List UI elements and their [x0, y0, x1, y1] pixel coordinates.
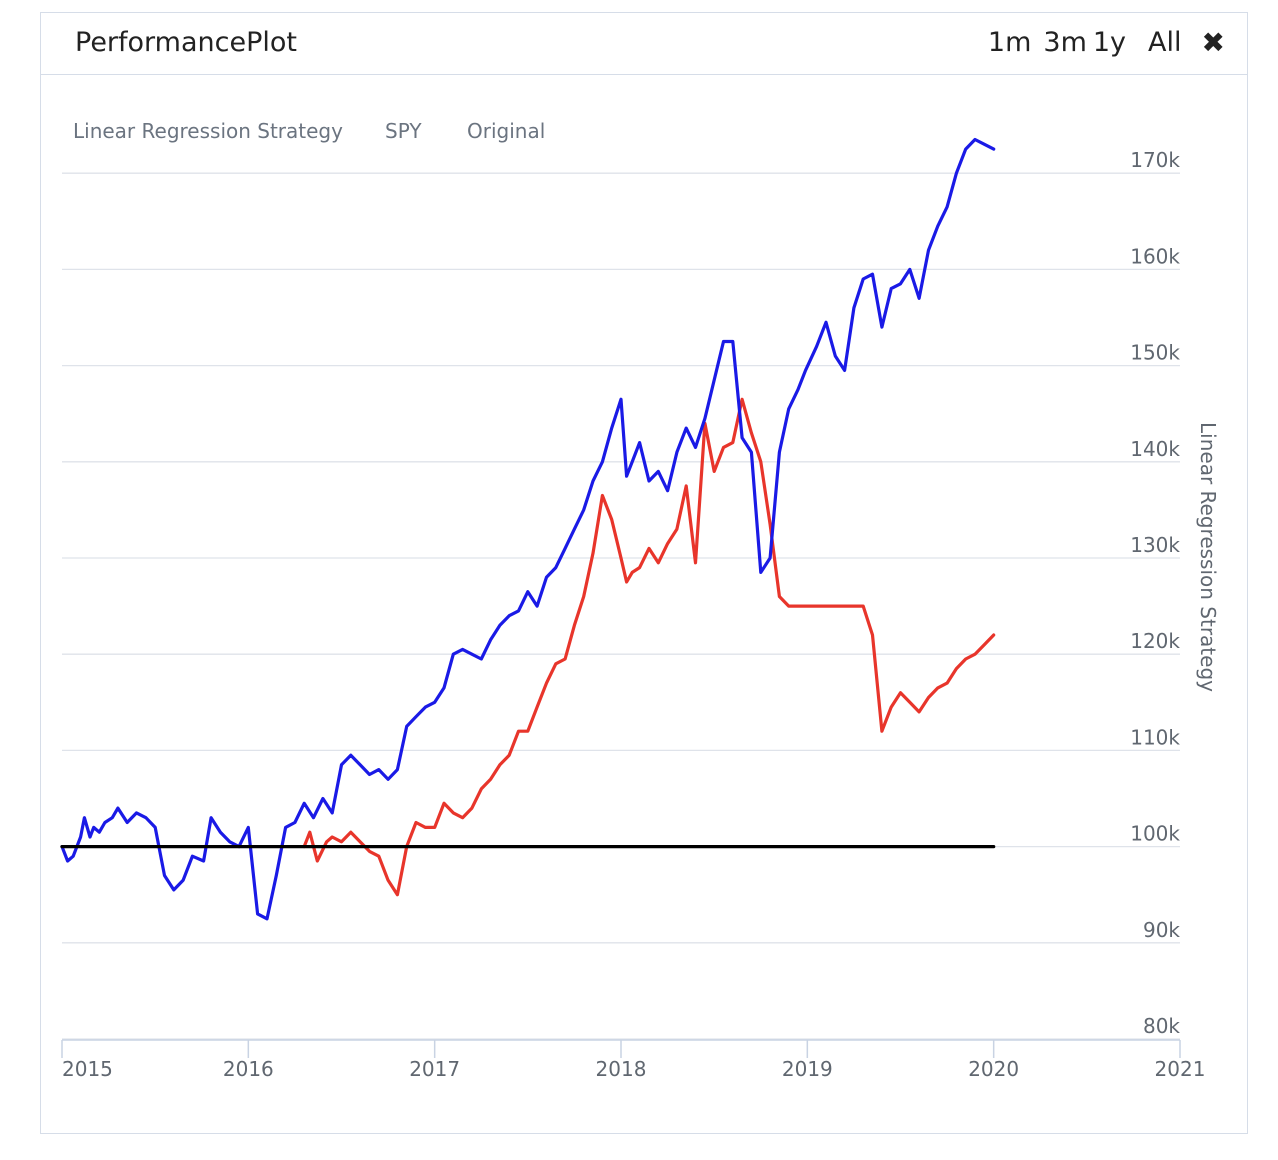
- y-tick-label: 170k: [1130, 148, 1180, 172]
- legend-item-spy[interactable]: SPY: [385, 119, 422, 143]
- grid-lines: [62, 172, 1180, 1040]
- y-axis-title: Linear Regression Strategy: [1196, 422, 1220, 692]
- legend-item-original[interactable]: Original: [467, 119, 545, 143]
- performance-plot-panel: PerformancePlot 1m 3m 1y All ✖: [40, 12, 1248, 1134]
- x-tick-label: 2020: [968, 1057, 1019, 1081]
- series-line-spy: [302, 397, 996, 897]
- y-tick-label: 140k: [1130, 437, 1180, 461]
- y-tick-label: 120k: [1130, 629, 1180, 653]
- x-tick-label: 2015: [62, 1057, 113, 1081]
- axes: 80k 90k 100k 110k 120k 130k 140k 150k 160k 170k 20…: [61, 148, 1220, 1081]
- y-tick-label: 130k: [1130, 533, 1180, 557]
- x-tick-label: 2021: [1155, 1057, 1206, 1081]
- panel-header: PerformancePlot 1m 3m 1y All ✖: [41, 13, 1247, 75]
- y-tick-label: 110k: [1130, 725, 1180, 749]
- x-tick-label: 2016: [223, 1057, 274, 1081]
- y-tick-label: 90k: [1143, 918, 1180, 942]
- x-tick-label: 2018: [596, 1057, 647, 1081]
- x-tick-label: 2019: [782, 1057, 833, 1081]
- legend: Linear Regression Strategy SPY Original: [73, 119, 545, 143]
- range-1y-button[interactable]: 1y: [1092, 27, 1127, 58]
- y-tick-label: 100k: [1130, 822, 1180, 846]
- panel-title: PerformancePlot: [75, 27, 297, 58]
- series-lines: [60, 137, 996, 921]
- range-1m-button[interactable]: 1m: [987, 27, 1032, 58]
- close-icon[interactable]: ✖: [1201, 26, 1225, 59]
- series-line-linear-regression-strategy: [60, 137, 996, 921]
- x-tick-label: 2017: [409, 1057, 460, 1081]
- y-tick-label: 80k: [1143, 1014, 1180, 1038]
- range-selector: 1m 3m 1y All ✖: [976, 26, 1225, 59]
- range-all-button[interactable]: All: [1148, 27, 1182, 58]
- range-3m-button[interactable]: 3m: [1043, 27, 1087, 58]
- y-tick-label: 160k: [1130, 244, 1180, 268]
- y-tick-label: 150k: [1130, 341, 1180, 365]
- legend-item-linear-regression-strategy[interactable]: Linear Regression Strategy: [73, 119, 343, 143]
